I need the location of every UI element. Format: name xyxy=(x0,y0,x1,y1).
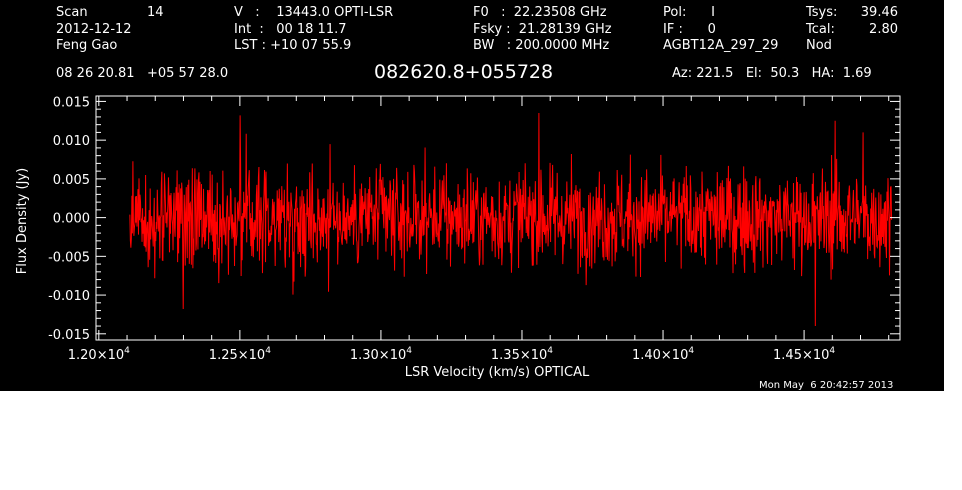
if-line: IF : 0 xyxy=(663,22,716,37)
x-tick-label: 1.35×104 xyxy=(491,346,553,363)
sky-frequency-line: Fsky : 21.28139 GHz xyxy=(473,22,612,37)
y-tick-label: 0.000 xyxy=(53,212,90,227)
axes-layer xyxy=(95,95,901,341)
project-id: AGBT12A_297_29 xyxy=(663,38,779,53)
lst-line: LST : +10 07 55.9 xyxy=(234,38,352,53)
tick-label-layer: 1.20×104 1.25×104 1.30×104 1.35×104 1.40×104… xyxy=(48,95,835,363)
observer-name: Feng Gao xyxy=(56,38,118,53)
rest-frequency-line: F0 : 22.23508 GHz xyxy=(473,5,607,20)
plot-panel: Scan 14 2012-12-12 Feng Gao V : 13443.0 … xyxy=(0,0,944,391)
velocity-line: V : 13443.0 OPTI-LSR xyxy=(234,5,394,20)
bandwidth-line: BW : 200.0000 MHz xyxy=(473,38,610,53)
spectrum-trace xyxy=(129,113,893,327)
x-axis-title: LSR Velocity (km/s) OPTICAL xyxy=(405,365,590,380)
x-tick-label: 1.25×104 xyxy=(209,346,271,363)
y-tick-label: -0.015 xyxy=(48,328,90,343)
tcal-value: 2.80 xyxy=(869,22,898,37)
spectrum-trace-layer xyxy=(129,113,893,327)
y-tick-label: 0.015 xyxy=(53,95,90,110)
pointing-line: Az: 221.5 El: 50.3 HA: 1.69 xyxy=(672,66,872,81)
integration-line: Int : 00 18 11.7 xyxy=(234,22,347,37)
x-tick-label: 1.20×104 xyxy=(68,346,130,363)
tsys-label: Tsys: xyxy=(806,5,838,20)
y-tick-label: -0.010 xyxy=(48,289,90,304)
spectrum-chart: 1.20×104 1.25×104 1.30×104 1.35×104 1.40×104… xyxy=(15,95,901,380)
source-name: 082620.8+055728 xyxy=(374,61,554,83)
plot-timestamp: Mon May 6 20:42:57 2013 xyxy=(759,380,894,391)
x-tick-label: 1.40×104 xyxy=(632,346,694,363)
y-tick-label: -0.005 xyxy=(48,250,90,265)
source-coordinates: 08 26 20.81 +05 57 28.0 xyxy=(56,66,229,81)
scan-value: 14 xyxy=(147,5,164,20)
tsys-value: 39.46 xyxy=(860,5,898,20)
y-tick-label: 0.010 xyxy=(53,134,90,149)
observing-mode: Nod xyxy=(806,38,832,53)
polarization-line: Pol: I xyxy=(663,5,715,20)
observation-date: 2012-12-12 xyxy=(56,22,132,37)
tcal-label: Tcal: xyxy=(806,22,835,37)
x-tick-label: 1.45×104 xyxy=(773,346,835,363)
y-axis-title: Flux Density (Jy) xyxy=(15,168,30,274)
scan-label: Scan xyxy=(56,5,88,20)
y-tick-label: 0.005 xyxy=(53,173,90,188)
x-tick-label: 1.30×104 xyxy=(350,346,412,363)
